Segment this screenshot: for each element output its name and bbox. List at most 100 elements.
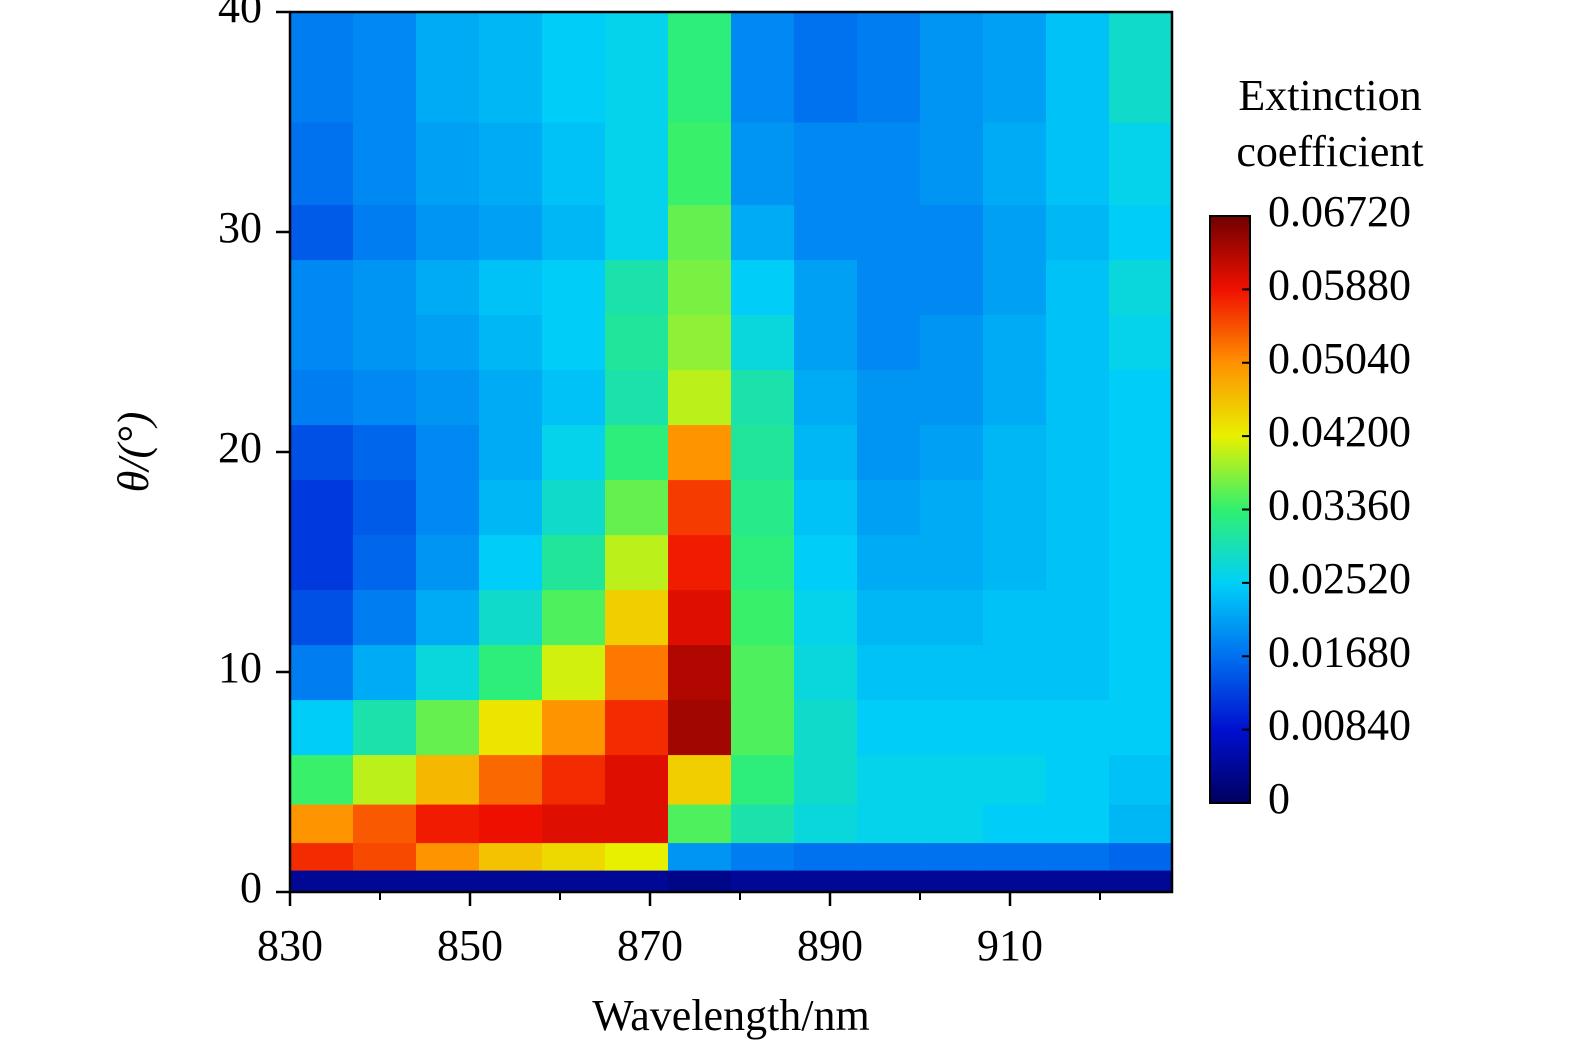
heatmap-cell xyxy=(542,424,606,481)
heatmap-cell xyxy=(1109,870,1172,892)
heatmap-cell xyxy=(542,122,606,206)
heatmap-cell xyxy=(1046,122,1110,206)
heatmap-cell xyxy=(605,804,669,844)
heatmap-cell xyxy=(479,314,543,371)
heatmap-cell xyxy=(290,204,354,261)
heatmap-cell xyxy=(920,424,984,481)
heatmap-cell xyxy=(416,804,480,844)
heatmap-cell xyxy=(983,12,1047,123)
heatmap-cell xyxy=(983,534,1047,591)
heatmap-cell xyxy=(353,369,417,426)
heatmap-cell xyxy=(1046,754,1110,805)
heatmap-cell xyxy=(920,644,984,701)
heatmap-cell xyxy=(290,589,354,646)
heatmap-cell xyxy=(353,644,417,701)
y-axis-label: θ/(°) xyxy=(109,412,158,493)
heatmap-cell xyxy=(1109,204,1172,261)
heatmap-cell xyxy=(794,644,858,701)
heatmap-cell xyxy=(353,122,417,206)
heatmap-cell xyxy=(920,804,984,844)
heatmap-cell xyxy=(920,870,984,892)
heatmap-cell xyxy=(1046,314,1110,371)
heatmap-cell xyxy=(605,589,669,646)
colorbar-title: Extinction xyxy=(1238,71,1421,120)
heatmap-cell xyxy=(416,204,480,261)
heatmap-cell xyxy=(1109,699,1172,756)
heatmap-cell xyxy=(353,804,417,844)
heatmap-cell xyxy=(668,644,732,701)
heatmap-cell xyxy=(794,424,858,481)
heatmap-cell xyxy=(794,259,858,316)
heatmap-cell xyxy=(479,842,543,871)
heatmap-cell xyxy=(983,369,1047,426)
heatmap-cell xyxy=(605,12,669,123)
heatmap-cell xyxy=(1046,589,1110,646)
heatmap-cell xyxy=(983,424,1047,481)
heatmap-cell xyxy=(920,479,984,536)
heatmap-cell xyxy=(479,204,543,261)
heatmap-cell xyxy=(983,204,1047,261)
heatmap-cell xyxy=(290,534,354,591)
heatmap-cell xyxy=(290,644,354,701)
heatmap-cell xyxy=(794,534,858,591)
heatmap-cell xyxy=(542,842,606,871)
heatmap-cell xyxy=(416,870,480,892)
heatmap-cell xyxy=(731,870,795,892)
heatmap-cell xyxy=(668,842,732,871)
heatmap-cell xyxy=(542,314,606,371)
heatmap-cell xyxy=(479,754,543,805)
heatmap-cell xyxy=(1109,589,1172,646)
heatmap-cell xyxy=(416,589,480,646)
heatmap xyxy=(290,12,1172,892)
heatmap-cell xyxy=(605,699,669,756)
x-tick-label: 890 xyxy=(797,921,863,970)
colorbar-tick-label: 0.02520 xyxy=(1268,554,1411,603)
heatmap-cell xyxy=(542,754,606,805)
heatmap-cell xyxy=(290,12,354,123)
heatmap-cell xyxy=(1046,644,1110,701)
heatmap-cell xyxy=(983,754,1047,805)
colorbar-tick-label: 0 xyxy=(1268,774,1290,823)
heatmap-cell xyxy=(857,259,921,316)
heatmap-cell xyxy=(731,804,795,844)
heatmap-cell xyxy=(731,259,795,316)
heatmap-cell xyxy=(1046,870,1110,892)
heatmap-cell xyxy=(416,424,480,481)
heatmap-cell xyxy=(794,589,858,646)
y-tick-label: 40 xyxy=(218,0,262,32)
heatmap-cell xyxy=(416,699,480,756)
colorbar-tick-label: 0.00840 xyxy=(1268,701,1411,750)
heatmap-cell xyxy=(857,644,921,701)
heatmap-cell xyxy=(542,699,606,756)
heatmap-cell xyxy=(731,754,795,805)
heatmap-cell xyxy=(416,754,480,805)
heatmap-cell xyxy=(731,644,795,701)
heatmap-cell xyxy=(542,204,606,261)
heatmap-cell xyxy=(857,699,921,756)
y-tick-label: 30 xyxy=(218,203,262,252)
heatmap-cell xyxy=(731,534,795,591)
heatmap-cell xyxy=(416,842,480,871)
heatmap-cell xyxy=(1046,842,1110,871)
heatmap-cell xyxy=(1109,842,1172,871)
heatmap-cell xyxy=(290,424,354,481)
heatmap-cell xyxy=(857,534,921,591)
heatmap-cell xyxy=(605,534,669,591)
heatmap-cell xyxy=(1109,804,1172,844)
heatmap-cell xyxy=(857,870,921,892)
heatmap-cell xyxy=(416,479,480,536)
heatmap-cell xyxy=(542,369,606,426)
heatmap-cell xyxy=(416,534,480,591)
heatmap-cell xyxy=(479,804,543,844)
heatmap-cell xyxy=(542,534,606,591)
heatmap-cell xyxy=(920,12,984,123)
heatmap-cell xyxy=(1109,479,1172,536)
heatmap-cell xyxy=(290,804,354,844)
heatmap-cell xyxy=(542,804,606,844)
heatmap-cell xyxy=(353,12,417,123)
heatmap-cell xyxy=(920,754,984,805)
heatmap-cell xyxy=(794,314,858,371)
x-axis-label: Wavelength/nm xyxy=(592,991,870,1040)
colorbar-tick-label: 0.04200 xyxy=(1268,407,1411,456)
heatmap-cell xyxy=(857,754,921,805)
